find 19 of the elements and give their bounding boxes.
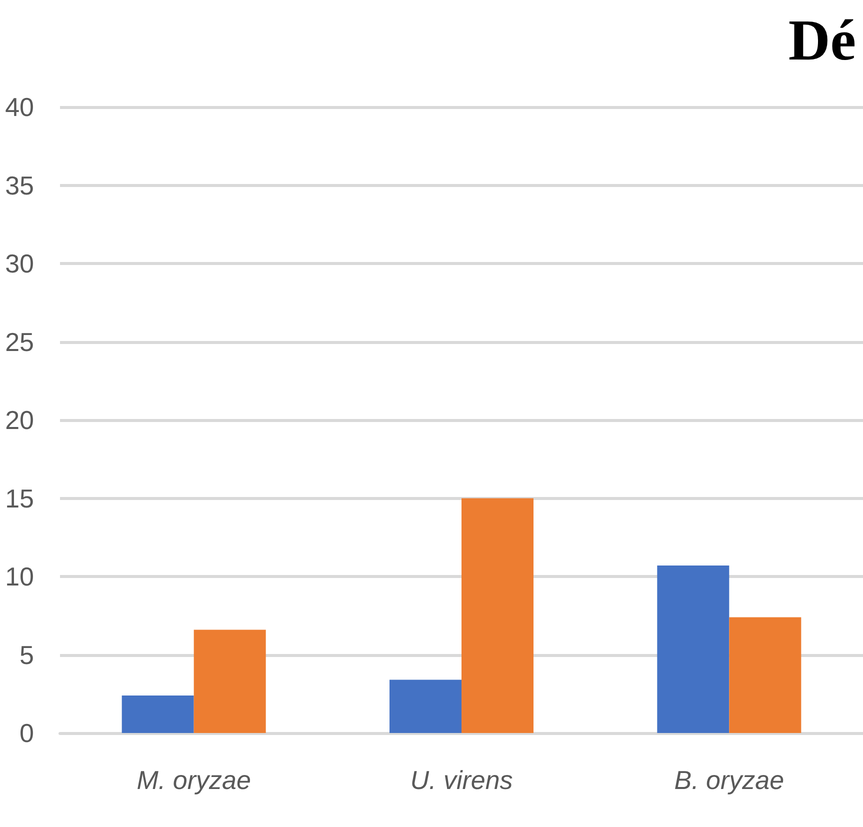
x-tick-label: B. oryzae [674,765,784,795]
y-tick-label: 20 [5,405,34,435]
x-tick-label: M. oryzae [136,765,251,795]
y-tick-label: 40 [5,92,34,122]
y-tick-label: 0 [20,718,34,748]
bar [390,680,462,733]
y-tick-label: 35 [5,170,34,200]
bar [194,630,266,733]
y-tick-label: 30 [5,248,34,278]
bar [729,617,802,733]
bar [122,695,194,733]
y-tick-label: 15 [5,483,34,514]
x-tick-label: U. virens [410,765,513,795]
chart-title: Dé [788,8,856,72]
bar [462,498,534,733]
y-tick-label: 5 [20,640,34,670]
y-tick-label: 10 [5,562,34,592]
y-tick-label: 25 [5,326,34,357]
bar [657,566,730,733]
